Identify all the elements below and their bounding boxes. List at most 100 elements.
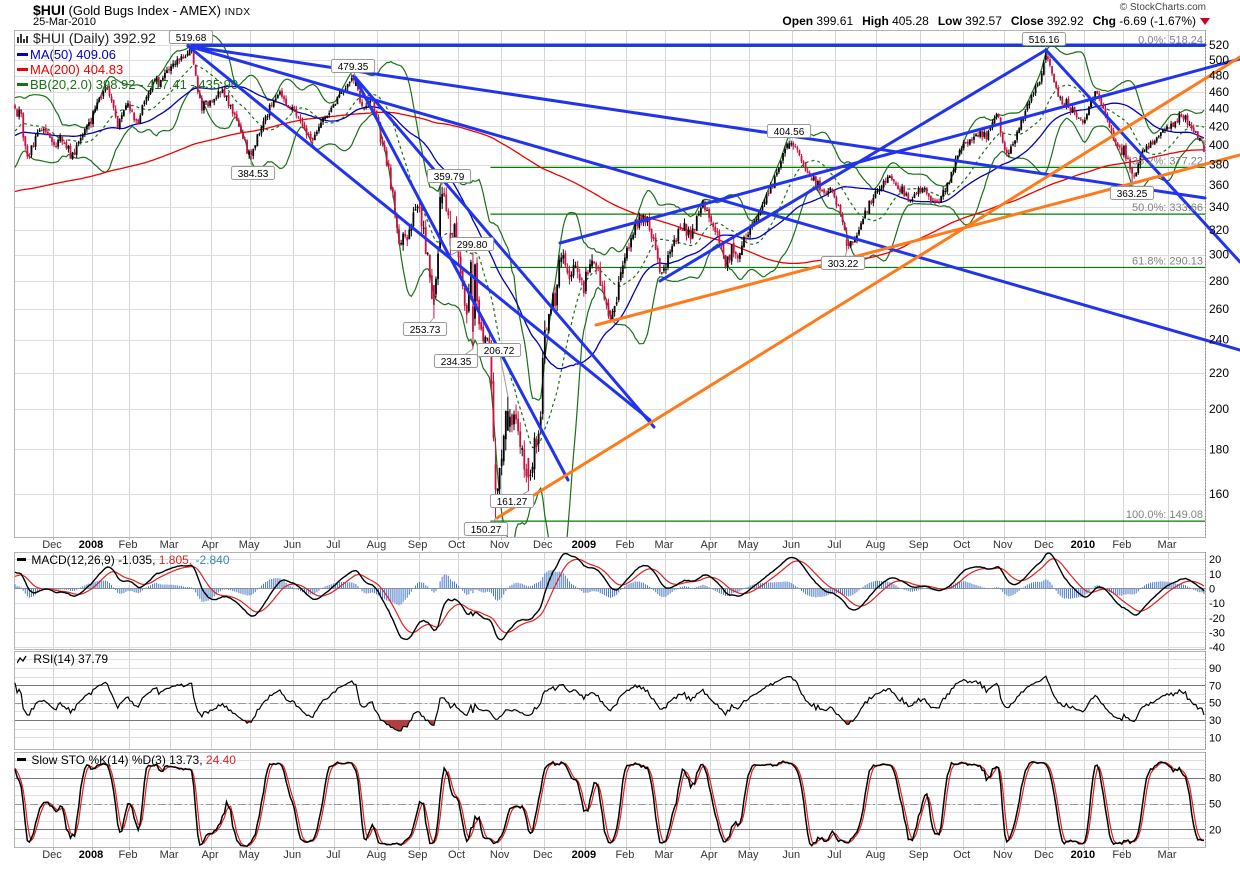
axis-labels-text: Feb: [119, 539, 138, 551]
axis-labels-text: 2009: [572, 849, 596, 861]
axis-labels-text: 400: [1209, 138, 1229, 152]
panel-borders: [14, 30, 1206, 848]
axis-labels-text: Feb: [615, 849, 634, 861]
ma200-line: [14, 111, 1204, 265]
price-callouts-text: 234.35: [441, 357, 472, 368]
sto-percent-k-line: [14, 760, 1205, 847]
quote-close-label: Close: [1010, 14, 1044, 28]
macd-signal-line: [14, 558, 1205, 634]
axis-labels-text: 460: [1209, 85, 1229, 99]
trendline-blue: [352, 74, 656, 429]
axis-labels-text: May: [738, 849, 759, 861]
axis-labels-text: 300: [1209, 248, 1229, 262]
price-callouts-rect: [489, 494, 535, 508]
axis-labels-text: Dec: [42, 539, 62, 551]
axis-labels-text: Dec: [42, 849, 62, 861]
axis-labels-text: Mar: [654, 539, 673, 551]
axis-labels-text: 10: [1209, 569, 1221, 581]
axis-labels-text: Feb: [119, 849, 138, 861]
sto-swatch-icon: [17, 758, 26, 761]
axis-labels-text: -30: [1209, 627, 1225, 639]
sharpchart-icon: [17, 32, 30, 47]
rsi-legend: RSI(14) 37.79: [16, 652, 108, 668]
axis-labels-text: Jul: [827, 539, 841, 551]
axis-labels-text: Oct: [448, 849, 465, 861]
axis-labels-text: Jul: [827, 849, 841, 861]
price-callouts-line: [498, 349, 509, 397]
price-callouts-rect: [402, 322, 448, 336]
price-callouts-rect: [168, 30, 214, 44]
axis-labels-text: 2008: [79, 539, 103, 551]
price-callouts: 519.68 479.35 384.53 359.79 299.80 253.73 234.…: [168, 30, 1155, 536]
axis-labels-text: Jul: [326, 539, 340, 551]
axis-labels-text: Nov: [993, 539, 1013, 551]
axis-labels-text: 440: [1209, 102, 1229, 116]
axis-labels-text: 240: [1209, 333, 1229, 347]
axis-labels-text: 360: [1209, 178, 1229, 192]
axis-labels-text: Sep: [909, 539, 929, 551]
main-legend-bb: BB(20,2.0) 398.92 - 417.41 - 435.90: [17, 77, 238, 92]
axis-labels-text: 30: [1209, 715, 1221, 727]
axis-labels-text: 50: [1209, 799, 1221, 811]
axis-labels-text: Sep: [408, 849, 428, 861]
axis-labels-text: Aug: [866, 849, 886, 861]
axis-labels-text: 280: [1209, 274, 1229, 288]
macd-swatch-icon: [17, 558, 26, 561]
fib-labels: 0.0%: 518.24 38.2%: 377.22 50.0%: 333.66 61…: [1126, 34, 1203, 521]
quote-high-value: 405.28: [888, 14, 929, 28]
axis-labels-text: 200: [1209, 402, 1229, 416]
bb-middle-line: [14, 64, 1205, 449]
macd-value-hist: -2.840: [195, 553, 230, 567]
macd-legend: MACD(12,26,9) -1.035, 1.805, -2.840: [17, 553, 230, 568]
symbol-name: (Gold Bugs Index - AMEX): [68, 3, 221, 18]
rsi-swatch-icon: [16, 653, 27, 668]
sto-plot: [14, 760, 1205, 847]
axis-labels-text: Sep: [408, 539, 428, 551]
macd-legend-name: MACD(12,26,9): [31, 553, 115, 567]
axis-labels-text: Mar: [160, 539, 179, 551]
rsi-plot: [14, 675, 1205, 732]
axis-labels-text: 160: [1209, 487, 1229, 501]
trendline-orange: [594, 153, 1240, 327]
copyright-label: © StockCharts.com: [1119, 2, 1206, 13]
price-callouts-text: 363.25: [1117, 189, 1148, 200]
axis-labels-text: 90: [1209, 663, 1221, 675]
ma50-swatch-icon: [17, 53, 28, 56]
fib-labels-text: 38.2%: 377.22: [1132, 155, 1203, 167]
axis-labels-text: Aug: [866, 539, 886, 551]
trendline-blue: [658, 48, 1048, 283]
axis-labels-text: Dec: [1034, 849, 1054, 861]
axis-labels-text: Mar: [160, 849, 179, 861]
axis-labels-text: May: [738, 539, 759, 551]
axis-labels-text: 380: [1209, 158, 1229, 172]
main-legend-ma200: MA(200) 404.83: [17, 62, 238, 77]
price-callouts-rect: [820, 256, 866, 270]
axis-labels-text: 220: [1209, 366, 1229, 380]
rsi-line: [14, 675, 1205, 732]
price-callouts-rect: [449, 237, 495, 251]
exchange-label: INDX: [224, 7, 251, 18]
axis-labels-text: 20: [1209, 824, 1221, 836]
axis-labels-text: Mar: [654, 849, 673, 861]
axis-labels-text: 320: [1209, 223, 1229, 237]
axis-labels-text: Oct: [448, 539, 465, 551]
price-callouts-text: 299.80: [457, 240, 488, 251]
price-callouts-rect: [426, 169, 472, 183]
axis-labels-text: 0: [1209, 583, 1215, 595]
axis-labels-text: Apr: [701, 539, 718, 551]
price-callouts-text: 479.35: [338, 62, 369, 73]
axis-labels-text: Jul: [326, 849, 340, 861]
price-callouts-rect: [230, 166, 276, 180]
axis-labels-text: Mar: [1158, 539, 1177, 551]
sto-value-k: 13.73,: [169, 753, 203, 767]
price-callouts-text: 206.72: [484, 346, 515, 357]
axis-labels: 5205004804604404204003803603403203002802…: [42, 38, 1229, 861]
price-callouts-text: 150.27: [471, 525, 502, 536]
axis-labels-text: Apr: [701, 849, 718, 861]
axis-labels-text: Oct: [953, 539, 970, 551]
axis-labels-text: Jun: [782, 849, 800, 861]
axis-labels-text: Mar: [1158, 849, 1177, 861]
price-callouts-rect: [1109, 186, 1155, 200]
